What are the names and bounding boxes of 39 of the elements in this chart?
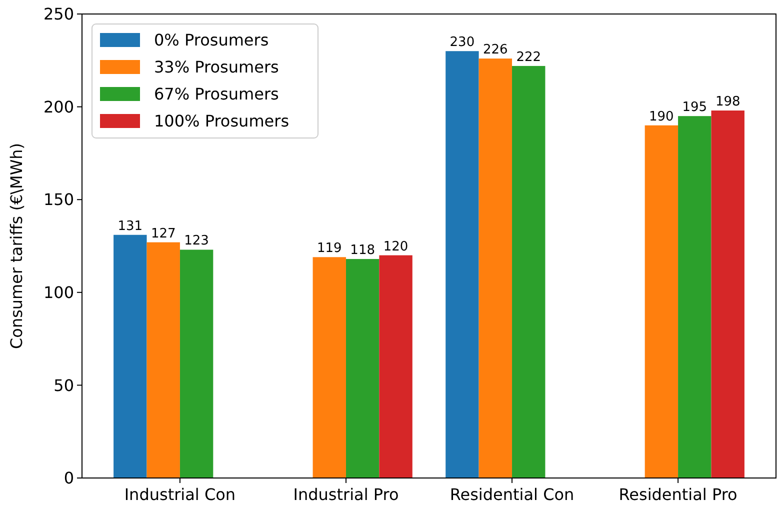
x-tick-label: Residential Pro <box>618 485 738 504</box>
legend-label: 67% Prosumers <box>154 84 279 104</box>
y-axis-title: Consumer tariffs (€\MWh) <box>7 142 26 350</box>
data-label: 123 <box>184 234 209 249</box>
data-label: 120 <box>383 239 408 254</box>
data-label: 131 <box>118 218 143 234</box>
x-tick-label: Residential Con <box>450 485 574 504</box>
x-tick-label: Industrial Pro <box>293 485 399 504</box>
data-label: 222 <box>516 50 542 65</box>
bar <box>478 58 512 478</box>
bar <box>114 234 147 478</box>
data-label: 119 <box>316 241 342 256</box>
data-label: 198 <box>715 94 740 110</box>
bar <box>346 258 380 478</box>
data-label: 190 <box>649 109 674 124</box>
data-label: 127 <box>150 226 176 242</box>
y-tick-label: 50 <box>54 376 74 395</box>
legend-label: 0% Prosumers <box>154 30 269 50</box>
y-tick-label: 0 <box>64 468 74 488</box>
legend-label: 33% Prosumers <box>154 58 279 77</box>
y-tick-label: 150 <box>43 190 74 210</box>
bar <box>312 257 346 478</box>
bar <box>180 250 214 478</box>
y-tick-label: 100 <box>43 283 74 302</box>
bar <box>512 66 546 478</box>
data-label: 195 <box>682 100 708 116</box>
data-label: 118 <box>350 242 376 258</box>
bar <box>446 51 479 478</box>
bar <box>379 255 412 478</box>
bar <box>644 125 678 478</box>
bar <box>678 116 712 478</box>
y-tick-label: 250 <box>43 4 74 24</box>
data-label: 230 <box>450 35 475 50</box>
data-label: 226 <box>482 42 508 58</box>
x-tick-label: Industrial Con <box>124 485 236 504</box>
legend-label: 100% Prosumers <box>154 112 290 131</box>
bar <box>146 242 180 478</box>
bar <box>711 110 744 478</box>
y-tick-label: 200 <box>43 97 74 116</box>
